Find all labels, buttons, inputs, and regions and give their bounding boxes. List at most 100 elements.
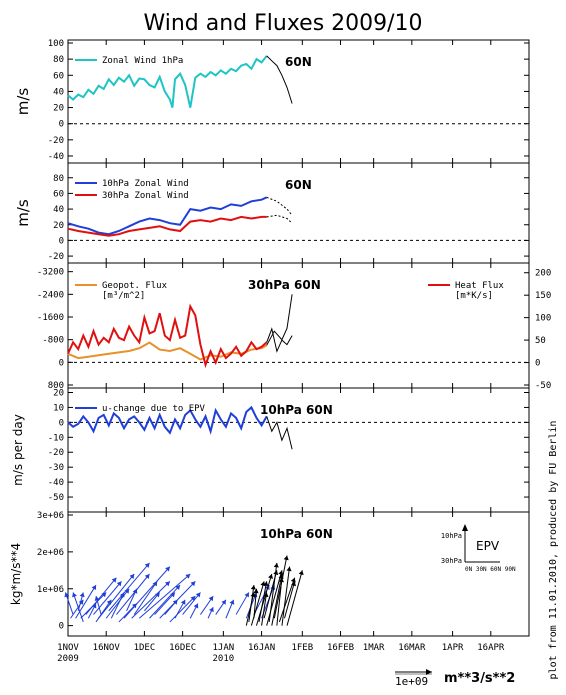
epv-arrowhead [91,585,97,591]
epv-arrowhead [291,581,297,587]
epv-arrowhead [79,592,85,598]
epv-arrowhead [180,599,186,605]
forecast-line [266,416,293,450]
x-tick-label: 1JAN [213,643,235,653]
legend-unit: [m³/m^2] [102,291,145,301]
epv-vector [286,570,303,626]
y-tick-label: 40 [53,205,64,215]
epv-arrowhead [273,562,279,568]
epv-vector [98,573,135,619]
epv-arrowhead [64,592,70,598]
epv-arrowhead [165,566,170,572]
x-year-label: 2010 [213,654,235,664]
epv-arrowhead [116,581,122,587]
y-axis-label: m/s [14,88,32,116]
epv-vector [108,562,150,612]
epv-vector [116,573,150,615]
y-tick-label-right: 50 [535,336,546,346]
epv-arrowhead [129,574,135,579]
epv-vector [281,566,291,626]
epv-vector [169,595,196,623]
epv-arrowhead [278,577,285,583]
x-tick-label: 16DEC [169,643,196,653]
epv-vector [261,592,268,626]
y-tick-label: 2e+06 [37,548,64,558]
epv-vector [248,584,255,623]
y-tick-label: 3e+06 [37,511,64,521]
panel-u-change-epv: 20 10 0 -10 -20 -30 -40 -50 m/s per day u-change … [11,387,530,513]
x-tick-label: 16NOV [93,643,121,653]
legend-label: 10hPa Zonal Wind [102,179,189,189]
page-title: Wind and Fluxes 2009/10 [143,11,422,36]
panel-frame [67,511,530,637]
epv-arrowhead [119,592,125,598]
y-tick-label: -1600 [37,313,64,323]
epv-vector [95,599,112,623]
epv-arrowhead [152,581,158,587]
epv-arrowhead [72,592,77,598]
epv-arrowhead [244,592,249,598]
region-label: 30hPa 60N [248,278,321,292]
epv-vector [93,581,122,615]
scale-unit: m**3/s**2 [444,671,515,686]
epv-arrowhead [170,592,175,598]
y-tick-label: 80 [53,55,64,65]
y-tick-label: 1e+06 [37,585,64,595]
x-tick-label: 1NOV [57,643,79,653]
inset-x-label: 0N 30N 60N 90N [465,566,516,573]
x-axis-labels: 1NOV 16NOV 1DEC 16DEC 1JAN 16JAN 1FEB 16FEB 1MAR… [57,643,505,664]
y-tick-label: -30 [48,463,64,473]
epv-vector [138,573,191,619]
x-tick-label: 16FEB [327,643,354,653]
y-tick-label-right: -50 [535,381,551,391]
x-tick-label: 1DEC [134,643,156,653]
panel-epv-vectors: 0 1e+06 2e+06 3e+06 kg*m/s**4 10hPa 60N 10hPa 3… [9,511,530,637]
panel-zonal-wind-10-30hpa: -20 0 20 40 60 80 m/s 10hPa Zonal Wind 30hPa Zon… [14,162,530,264]
epv-arrowhead [185,574,191,579]
y-tick-label-right: 100 [535,314,551,324]
series-heat-flux [67,303,268,369]
epv-vector [253,588,257,619]
y-tick-label: -40 [48,152,64,162]
y-tick-label: -800 [42,336,64,346]
y-tick-label: 60 [53,71,64,81]
panel-zonal-wind-1hpa: -40 -20 0 20 40 60 80 100 m/s Zonal Wind 1hPa 60N [14,39,530,164]
x-tick-label: 16MAR [398,643,426,653]
epv-arrowhead [221,599,226,605]
epv-vector [266,570,283,626]
epv-arrowhead [193,603,199,609]
inset-y-label: 30hPa [441,557,462,565]
y-tick-label-right: 150 [535,291,551,301]
y-tick-label-right: 200 [535,269,551,279]
epv-arrowhead [286,566,292,572]
epv-arrowhead [278,570,284,576]
y-tick-label: 20 [53,104,64,114]
x-tick-label: 1MAR [363,643,385,653]
legend-label: 30hPa Zonal Wind [102,191,189,201]
epv-vector [72,592,84,623]
y-tick-label: 10 [53,403,64,413]
y-tick-label: -20 [48,136,64,146]
epv-arrowhead [144,562,150,568]
region-label: 10hPa 60N [260,527,333,541]
legend-label: u-change due to EPV [102,404,206,414]
epv-arrowhead [268,574,274,579]
y-tick-label: -50 [48,493,64,503]
epv-arrowhead [190,581,196,587]
x-tick-label: 1FEB [291,643,313,653]
forecast-line [266,294,293,346]
epv-vector [258,581,268,623]
y-tick-label: -10 [48,433,64,443]
y-tick-label: 800 [48,381,64,391]
x-tick-label: 16JAN [248,643,275,653]
y-axis-label: kg*m/s**4 [9,543,23,605]
epv-vector [105,588,130,619]
y-tick-label: -20 [48,252,64,262]
scale-value: 1e+09 [395,675,428,688]
inset-y-label: 10hPa [441,532,462,540]
epv-vector [131,581,171,619]
epv-arrowhead [263,581,269,587]
y-tick-label: 80 [53,174,64,184]
